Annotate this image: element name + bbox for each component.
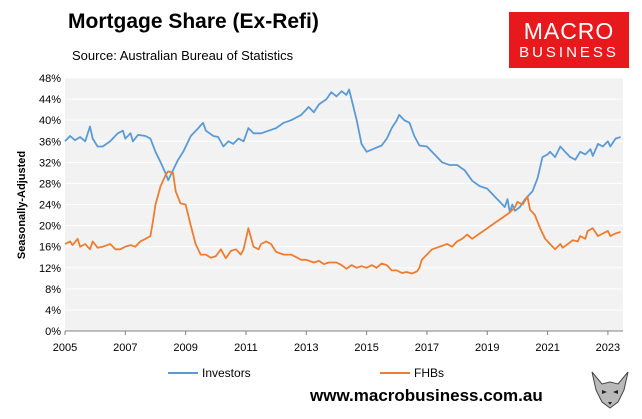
x-tick-label: 2011 [234, 342, 258, 354]
series-line-investors [64, 88, 621, 214]
legend-label-fhbs: FHBs [414, 366, 444, 380]
y-tick-label: 48% [39, 73, 61, 85]
y-tick-label: 24% [39, 200, 61, 212]
x-tick-label: 2021 [535, 342, 559, 354]
website-url: www.macrobusiness.com.au [310, 386, 543, 405]
legend-label-investors: Investors [202, 366, 251, 380]
y-tick-label: 16% [39, 242, 61, 254]
y-tick-label: 0% [45, 326, 61, 338]
y-tick-label: 44% [39, 94, 61, 106]
y-tick-label: 12% [39, 263, 61, 275]
logo-line2: BUSINESS [519, 44, 619, 61]
series-line-fhbs [64, 170, 621, 275]
x-tick-label: 2019 [475, 342, 499, 354]
y-tick-label: 4% [45, 305, 61, 317]
chart-subtitle: Source: Australian Bureau of Statistics [72, 48, 294, 63]
chart-title: Mortgage Share (Ex-Refi) [68, 10, 319, 33]
macrobusiness-logo: MACRO BUSINESS [509, 12, 629, 68]
x-tick-label: 2007 [113, 342, 137, 354]
x-tick-label: 2023 [596, 342, 620, 354]
y-tick-label: 8% [45, 284, 61, 296]
y-axis-label: Seasonally-Adjusted [16, 151, 28, 259]
logo-line1: MACRO [523, 18, 615, 44]
x-tick-label: 2009 [173, 342, 197, 354]
y-tick-label: 32% [39, 157, 61, 169]
fox-logo-icon [588, 368, 632, 412]
x-tick-label: 2017 [415, 342, 439, 354]
series-lines [64, 88, 621, 275]
y-tick-label: 40% [39, 115, 61, 127]
legend: Investors FHBs [168, 366, 444, 380]
y-tick-label: 36% [39, 136, 61, 148]
x-tick-label: 2013 [294, 342, 318, 354]
x-tick-label: 2015 [354, 342, 378, 354]
x-axis-ticks: 2005 2007 2009 2011 2013 2015 2017 2019 2021 2023 [53, 331, 620, 354]
y-tick-label: 28% [39, 178, 61, 190]
x-tick-label: 2005 [53, 342, 77, 354]
y-axis-ticks: 0% 4% 8% 12% 16% 20% 24% 28% 32% 36% 40% 44% 48% [39, 73, 61, 338]
y-tick-label: 20% [39, 221, 61, 233]
